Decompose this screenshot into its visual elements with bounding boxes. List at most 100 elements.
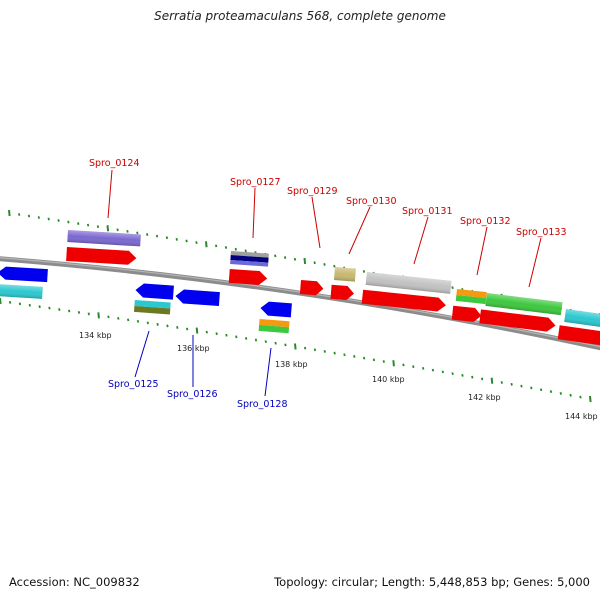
tick-mark [77, 311, 81, 314]
tick-mark [97, 312, 100, 319]
scale-tick-label: 140 kbp [372, 375, 405, 384]
tick-mark [67, 309, 71, 313]
genome-summary-text: Topology: circular; Length: 5,448,853 bp… [274, 575, 590, 589]
tick-mark [87, 312, 90, 316]
scale-tick-label: 136 kbp [177, 344, 210, 353]
cds-arrow[interactable] [330, 284, 354, 301]
tick-mark [146, 321, 149, 325]
tick-mark [18, 302, 22, 306]
tick-mark [58, 308, 61, 311]
tick-mark [176, 326, 179, 329]
tick-mark [214, 244, 218, 248]
tick-mark [156, 322, 159, 326]
tick-mark [353, 355, 356, 358]
cog-block[interactable] [230, 254, 269, 263]
gene-label[interactable]: Spro_0127 [230, 177, 281, 188]
cds-arrow[interactable] [479, 309, 556, 332]
gene-label[interactable]: Spro_0129 [287, 186, 338, 197]
scale-tick-label: 142 kbp [468, 393, 501, 402]
gene-label[interactable]: Spro_0133 [516, 227, 567, 238]
tick-mark [520, 384, 523, 388]
tick-mark [185, 239, 188, 243]
tick-mark [431, 368, 435, 372]
tick-mark [27, 214, 31, 218]
tick-mark [86, 223, 90, 227]
tick-mark [283, 256, 287, 260]
tick-mark [333, 351, 336, 355]
tick-mark [589, 395, 592, 403]
cds-arrow[interactable] [557, 325, 600, 346]
cds-arrow[interactable] [299, 280, 324, 296]
cog-block[interactable] [133, 305, 171, 315]
tick-mark [530, 386, 533, 390]
tick-mark [116, 228, 119, 232]
reverse-gene-labels: Spro_0125 Spro_0126 Spro_0128 [108, 379, 288, 410]
tick-mark [323, 263, 326, 266]
tick-mark [126, 318, 130, 322]
gene-label[interactable]: Spro_0128 [237, 399, 288, 410]
cds-arrow[interactable] [66, 246, 137, 265]
tick-mark [362, 270, 366, 273]
tick-mark [215, 332, 218, 336]
tick-mark [185, 327, 189, 331]
cog-block[interactable] [258, 324, 290, 334]
cds-arrow[interactable] [361, 289, 447, 313]
gene-label[interactable]: Spro_0131 [402, 206, 453, 217]
tick-mark [303, 257, 307, 265]
tick-mark [441, 370, 444, 374]
tick-mark [362, 356, 366, 360]
tick-mark [559, 392, 562, 395]
tick-mark [343, 353, 346, 357]
tick-mark [48, 306, 51, 310]
cog-block[interactable] [230, 251, 269, 258]
cog-block[interactable] [134, 299, 171, 309]
cds-arrow[interactable] [260, 301, 292, 318]
tick-mark [77, 222, 80, 225]
scale-tick-label: 134 kbp [79, 331, 112, 340]
tick-mark [195, 327, 199, 334]
tick-mark [284, 343, 287, 347]
cds-arrow[interactable] [175, 289, 220, 307]
tick-mark [38, 305, 41, 309]
scale-labels: 134 kbp 136 kbp 138 kbp 140 kbp 142 kbp … [79, 331, 598, 421]
scale-tick-label: 138 kbp [275, 360, 308, 369]
gene-label[interactable]: Spro_0132 [460, 216, 511, 227]
tick-mark [293, 257, 297, 261]
cds-arrow[interactable] [451, 305, 482, 323]
tick-mark [8, 209, 11, 217]
tick-mark [244, 337, 248, 340]
tick-mark [37, 216, 41, 219]
tick-mark [0, 297, 2, 305]
cds-arrow[interactable] [135, 283, 174, 300]
tick-mark [274, 254, 277, 258]
tick-mark [244, 249, 247, 253]
tick-mark [57, 219, 60, 222]
tick-mark [451, 286, 454, 290]
gene-label[interactable]: Spro_0125 [108, 379, 159, 390]
tick-mark [205, 241, 208, 248]
gene-label[interactable]: Spro_0130 [346, 196, 397, 207]
cds-arrow[interactable] [0, 266, 48, 283]
tick-mark [155, 234, 159, 238]
tick-mark [107, 315, 110, 319]
scale-tick-label: 144 kbp [565, 412, 598, 421]
gene-label[interactable]: Spro_0124 [89, 158, 140, 169]
cog-block[interactable] [455, 294, 487, 305]
cog-block[interactable] [456, 289, 487, 299]
gene-label[interactable]: Spro_0126 [167, 389, 218, 400]
cog-block[interactable] [259, 318, 290, 328]
inner-tick-marks [0, 297, 592, 403]
tick-mark [126, 229, 129, 233]
tick-mark [323, 350, 326, 353]
tick-mark [549, 390, 553, 394]
tick-mark [8, 300, 12, 304]
gene-features [0, 230, 600, 346]
tick-mark [254, 338, 258, 342]
tick-mark [539, 388, 543, 392]
map-title: Serratia proteamaculans 568, complete ge… [154, 9, 446, 23]
cog-block[interactable] [230, 259, 269, 267]
cds-arrow[interactable] [228, 268, 268, 286]
tick-mark [234, 247, 238, 251]
tick-mark [372, 358, 376, 362]
